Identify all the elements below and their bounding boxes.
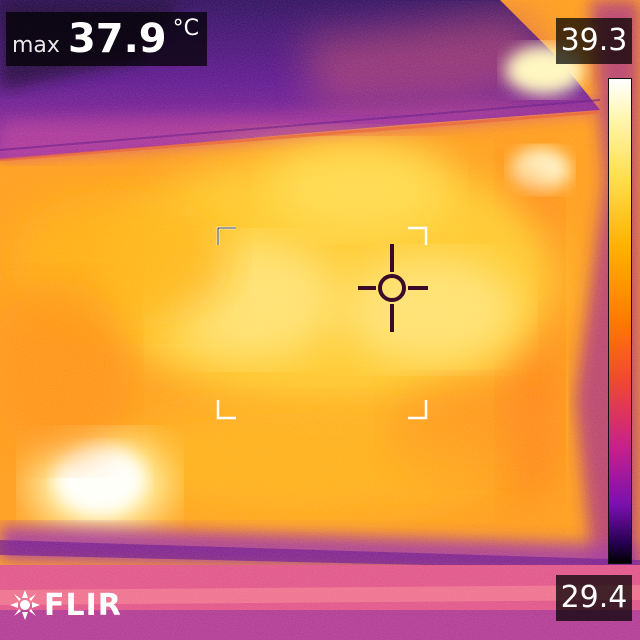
scale-max-value: 39.3: [556, 18, 632, 64]
logo-text: FLIR: [44, 587, 122, 623]
scale-min-value: 29.4: [556, 575, 632, 621]
flir-logo-icon: [10, 590, 40, 620]
max-value: 37.9: [67, 16, 167, 62]
color-scale-bar: [608, 78, 632, 564]
temperature-unit: °C: [172, 16, 200, 41]
max-label: max: [12, 33, 60, 58]
max-temperature-readout: max 37.9 °C: [6, 12, 208, 66]
flir-logo: FLIR: [10, 587, 122, 623]
